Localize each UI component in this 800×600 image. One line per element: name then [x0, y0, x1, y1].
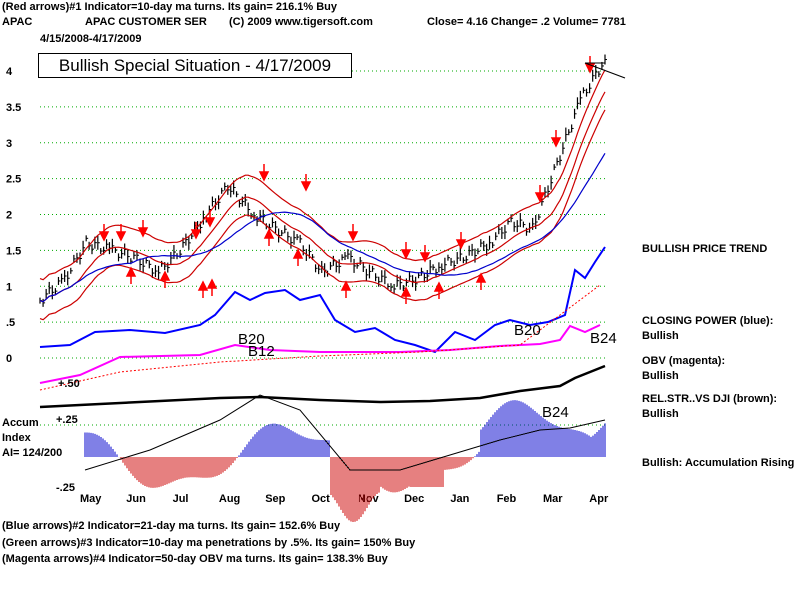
- ma-21-line: [39, 91, 606, 303]
- rel-strength-line: [39, 364, 606, 409]
- footer-line1: (Blue arrows)#2 Indicator=21-day ma turn…: [2, 520, 341, 532]
- sell-arrow: [550, 130, 562, 148]
- sell-arrow: [400, 242, 412, 260]
- sell-arrow: [347, 224, 359, 242]
- signal-box: Bullish Special Situation - 4/17/2009: [38, 53, 352, 78]
- rel-value: Bullish: [642, 408, 679, 420]
- quote: Close= 4.16 Change= .2 Volume= 7781: [427, 16, 626, 28]
- y-tick-label: 2: [6, 210, 12, 222]
- sell-arrow: [419, 245, 431, 263]
- x-tick-label: Apr: [589, 493, 609, 505]
- x-tick-label: Oct: [312, 493, 331, 505]
- y-tick-label: .5: [6, 317, 15, 329]
- y-tick-label: 3: [6, 138, 12, 150]
- sell-arrow: [300, 174, 312, 192]
- accum-title1: Accum: [2, 417, 39, 429]
- x-tick-label: Jan: [450, 493, 469, 505]
- y-tick-label: 1: [6, 281, 12, 293]
- sell-arrow: [204, 210, 216, 228]
- accum-ma-line: [84, 394, 606, 471]
- company-name: APAC CUSTOMER SER: [85, 16, 207, 28]
- sell-arrow: [98, 224, 110, 242]
- obv-label: OBV (magenta):: [642, 355, 726, 367]
- closing-power-line: [39, 246, 606, 354]
- accum-ai: AI= 124/200: [2, 447, 63, 459]
- signal-b20-feb: B20: [514, 322, 541, 339]
- signal-b24-apr: B24: [590, 330, 617, 347]
- accum-plus25: +.25: [56, 414, 78, 426]
- buy-arrow: [159, 270, 171, 288]
- x-tick-label: Feb: [497, 493, 517, 505]
- trend-label: BULLISH PRICE TREND: [642, 243, 768, 255]
- signal-b12: B12: [248, 343, 275, 360]
- footer-line2: (Green arrows)#3 Indicator=10-day ma pen…: [2, 537, 416, 549]
- buy-arrow: [400, 286, 412, 304]
- buy-arrow: [197, 280, 209, 298]
- footer-line3: (Magenta arrows)#4 Indicator=50-day OBV …: [2, 553, 388, 565]
- signal-b24-mar: B24: [542, 404, 569, 421]
- y-tick-label: 2.5: [6, 174, 21, 186]
- rel-label: REL.STR..VS DJI (brown):: [642, 393, 778, 405]
- cp-value: Bullish: [642, 330, 679, 342]
- date-range: 4/15/2008-4/17/2009: [40, 33, 142, 45]
- sell-arrow: [258, 164, 270, 182]
- header-line1: (Red arrows)#1 Indicator=10-day ma turns…: [2, 1, 338, 13]
- sell-arrow: [190, 222, 202, 240]
- x-tick-label: Aug: [219, 493, 240, 505]
- sell-arrow: [115, 224, 127, 242]
- obv-value: Bullish: [642, 370, 679, 382]
- x-tick-label: Mar: [543, 493, 563, 505]
- sell-arrow: [455, 232, 467, 250]
- accum-title2: Index: [2, 432, 31, 444]
- accum-minus25: -.25: [56, 482, 75, 494]
- x-tick-label: Dec: [404, 493, 424, 505]
- obv-ma-line: [39, 284, 601, 391]
- y-tick-label: 4: [6, 66, 13, 78]
- ma-upper-band: [39, 69, 606, 281]
- x-tick-label: Jun: [126, 493, 146, 505]
- ma-50-line: [39, 152, 606, 303]
- sell-arrow: [534, 185, 546, 203]
- x-tick-label: Sep: [265, 493, 285, 505]
- ma-lower-band: [39, 109, 606, 321]
- y-tick-label: 1.5: [6, 245, 21, 257]
- cp-label: CLOSING POWER (blue):: [642, 315, 774, 327]
- resistance-line: [584, 62, 626, 79]
- symbol: APAC: [2, 16, 33, 28]
- y-tick-label: 0: [6, 353, 12, 365]
- obv-line: [39, 324, 601, 384]
- buy-arrow: [125, 266, 137, 284]
- copyright: (C) 2009 www.tigersoft.com: [229, 16, 373, 28]
- buy-arrow: [340, 280, 352, 298]
- accum-status: Bullish: Accumulation Rising: [642, 457, 795, 469]
- y-tick-label: 3.5: [6, 102, 21, 114]
- sell-arrow: [137, 220, 149, 238]
- x-tick-label: May: [80, 493, 102, 505]
- buy-arrow: [475, 272, 487, 290]
- obv-plus50: +.50: [58, 378, 80, 390]
- signal-b20-aug: B20: [238, 331, 265, 348]
- buy-arrow: [292, 248, 304, 266]
- buy-arrow: [263, 228, 275, 246]
- x-tick-label: Jul: [173, 493, 189, 505]
- buy-arrow: [433, 281, 445, 299]
- buy-arrow: [206, 278, 218, 296]
